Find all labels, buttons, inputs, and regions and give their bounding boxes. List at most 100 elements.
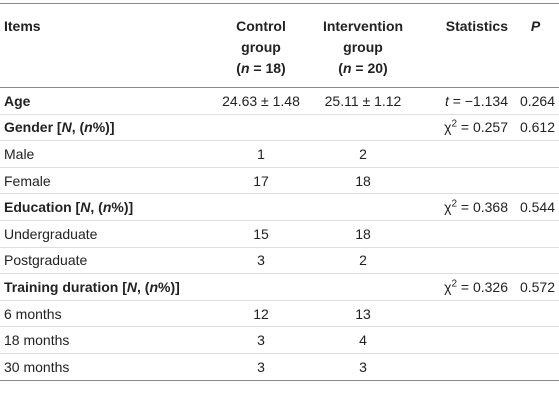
cell-text: 0.612 (519, 119, 555, 136)
cell-text: 25.11 ± 1.12 (324, 92, 402, 109)
cell-text: 24.63 ± 1.48 (222, 92, 300, 109)
cell-text: 30 months (4, 358, 70, 375)
cell-text: 2 (359, 145, 367, 162)
table-cell: 2 (310, 247, 416, 274)
table-cell: 24.63 ± 1.48 (212, 88, 310, 115)
cell-text: ( (338, 60, 343, 76)
table-cell: 2 (310, 141, 416, 168)
table-row: 6 months 12 13 (0, 300, 559, 327)
table-cell: Undergraduate (0, 220, 212, 247)
cell-text: %)] (92, 119, 115, 136)
cell-text: , ( (71, 119, 85, 136)
table-cell: 18 (310, 220, 416, 247)
header-cell: P (512, 4, 559, 88)
header-cell: Intervention group (n = 20) (310, 4, 416, 88)
cell-text: 2 (451, 198, 457, 210)
table-cell: 17 (212, 167, 310, 194)
table-cell: 3 (212, 327, 310, 354)
cell-text: Undergraduate (4, 225, 98, 242)
data-table: Items Control group (n = 18) Intervention gro… (0, 3, 559, 381)
cell-text: N (126, 278, 138, 295)
cell-text: Male (4, 145, 35, 162)
table-cell: 0.572 (512, 274, 559, 301)
table-cell: χ2 = 0.368 (416, 194, 512, 221)
cell-text: = 0.257 (457, 119, 508, 136)
table-row: 30 months 3 3 (0, 353, 559, 381)
table-row: Education [N, (n%)] χ2 = 0.368 0.544 (0, 194, 559, 221)
header-cell: Items (0, 4, 212, 88)
table-cell: χ2 = 0.326 (416, 274, 512, 301)
table-cell: Postgraduate (0, 247, 212, 274)
cell-text: Female (4, 172, 51, 189)
cell-text: 15 (253, 225, 269, 242)
table-row: Gender [N, (n%)] χ2 = 0.257 0.612 (0, 114, 559, 141)
cell-text: 18 months (4, 332, 70, 349)
cell-text: χ (444, 199, 452, 216)
table-cell (416, 247, 512, 274)
cell-text: 6 months (4, 305, 62, 322)
cell-text: , ( (137, 278, 150, 295)
table-cell: 18 (310, 167, 416, 194)
table-cell (416, 141, 512, 168)
cell-text: group (241, 39, 281, 55)
header-line: (n = 20) (314, 58, 412, 79)
cell-text: 13 (355, 305, 371, 322)
table-cell: 3 (212, 353, 310, 380)
cell-text: Training duration [ (4, 278, 127, 295)
cell-text: 18 (355, 225, 371, 242)
header-row: Items Control group (n = 18) Intervention gro… (0, 3, 559, 88)
cell-text: Education [ (4, 199, 81, 216)
cell-text: Postgraduate (4, 252, 88, 269)
table-cell: 12 (212, 300, 310, 327)
table-cell: 18 months (0, 327, 212, 354)
header-line: Control (216, 16, 306, 37)
table-body: Age 24.63 ± 1.48 25.11 ± 1.12 t = −1.134 0.2… (0, 88, 559, 381)
cell-text: 1 (257, 145, 265, 162)
table-row: Age 24.63 ± 1.48 25.11 ± 1.12 t = −1.134 0.2… (0, 88, 559, 115)
table-cell: 6 months (0, 300, 212, 327)
header-line: Intervention (314, 16, 412, 37)
table-cell: 25.11 ± 1.12 (310, 88, 416, 115)
cell-text: = 20) (351, 60, 388, 76)
cell-text: = 0.326 (457, 278, 508, 295)
header-cell: Control group (n = 18) (212, 4, 310, 88)
cell-text: n (240, 60, 250, 76)
table-row: Male 1 2 (0, 141, 559, 168)
cell-text: Gender [ (4, 119, 62, 136)
table-cell (512, 300, 559, 327)
cell-text: P (530, 18, 541, 34)
table-row: Female 17 18 (0, 167, 559, 194)
cell-text: 2 (451, 118, 457, 130)
cell-text: , ( (90, 199, 103, 216)
table-cell: 0.612 (512, 114, 559, 141)
header-line: P (516, 16, 555, 37)
header-line: (n = 18) (216, 58, 306, 79)
header-line: Items (4, 16, 208, 37)
table-cell: Gender [N, (n%)] (0, 114, 212, 141)
table-cell: Female (0, 167, 212, 194)
cell-text: 17 (253, 172, 269, 189)
table-cell (310, 114, 416, 141)
cell-text: Statistics (445, 18, 508, 34)
header-line: Statistics (420, 16, 508, 37)
table-cell: Training duration [N, (n%)] (0, 274, 212, 301)
table-cell: Age (0, 88, 212, 115)
table-cell (416, 220, 512, 247)
table-cell: χ2 = 0.257 (416, 114, 512, 141)
table-cell (416, 353, 512, 380)
table-cell (212, 114, 310, 141)
table-cell (310, 274, 416, 301)
cell-text: %)] (158, 278, 180, 295)
table-row: 18 months 3 4 (0, 327, 559, 354)
table-cell (416, 327, 512, 354)
cell-text: 12 (253, 305, 269, 322)
cell-text: Intervention (322, 18, 404, 34)
cell-text: 3 (257, 332, 265, 349)
cell-text: n (84, 119, 93, 136)
table-cell: 15 (212, 220, 310, 247)
cell-text: 3 (257, 252, 265, 269)
cell-text: N (80, 199, 91, 216)
table-cell (212, 274, 310, 301)
table-cell (512, 141, 559, 168)
table-cell (512, 220, 559, 247)
